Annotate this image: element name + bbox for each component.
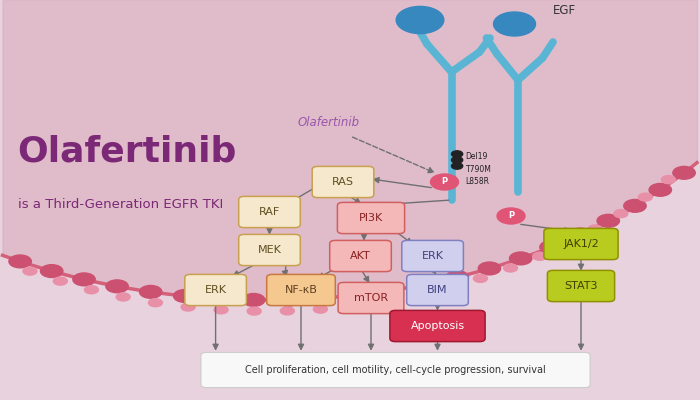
Circle shape: [510, 252, 532, 265]
FancyBboxPatch shape: [407, 274, 468, 306]
Circle shape: [649, 184, 671, 196]
Circle shape: [452, 151, 463, 157]
Circle shape: [452, 157, 463, 163]
Circle shape: [673, 166, 695, 179]
Circle shape: [208, 292, 230, 305]
FancyBboxPatch shape: [402, 240, 463, 272]
Circle shape: [411, 291, 425, 299]
Circle shape: [242, 294, 265, 306]
Circle shape: [148, 299, 162, 307]
FancyBboxPatch shape: [390, 310, 485, 342]
Circle shape: [312, 292, 334, 304]
Circle shape: [380, 284, 402, 297]
Text: RAF: RAF: [259, 207, 280, 217]
Circle shape: [624, 200, 646, 212]
Circle shape: [569, 228, 591, 241]
Circle shape: [41, 265, 63, 278]
Circle shape: [638, 193, 652, 201]
Text: Cell proliferation, cell motility, cell-cycle progression, survival: Cell proliferation, cell motility, cell-…: [245, 365, 546, 375]
Text: RAS: RAS: [332, 177, 354, 187]
FancyBboxPatch shape: [267, 274, 335, 306]
Text: ERK: ERK: [204, 285, 227, 295]
Text: P: P: [508, 212, 514, 220]
Circle shape: [85, 286, 99, 294]
Circle shape: [413, 278, 435, 291]
Text: JAK1/2: JAK1/2: [563, 239, 599, 249]
Circle shape: [662, 176, 676, 184]
Text: Olafertinib: Olafertinib: [298, 116, 360, 129]
Circle shape: [430, 174, 458, 190]
Circle shape: [614, 210, 628, 218]
FancyBboxPatch shape: [337, 202, 405, 234]
Circle shape: [597, 214, 620, 227]
Circle shape: [247, 307, 261, 315]
FancyBboxPatch shape: [201, 352, 590, 388]
Circle shape: [442, 284, 456, 292]
Text: MEK: MEK: [258, 245, 281, 255]
Circle shape: [314, 305, 328, 313]
Circle shape: [396, 6, 444, 34]
Circle shape: [73, 273, 95, 286]
Circle shape: [503, 264, 517, 272]
FancyBboxPatch shape: [239, 234, 300, 266]
Text: mTOR: mTOR: [354, 293, 388, 303]
Circle shape: [478, 262, 500, 275]
Text: Del19
T790M
L858R: Del19 T790M L858R: [466, 152, 491, 186]
FancyBboxPatch shape: [330, 240, 391, 272]
Circle shape: [494, 12, 536, 36]
Circle shape: [533, 252, 547, 260]
Circle shape: [346, 302, 360, 310]
Circle shape: [452, 163, 463, 169]
FancyBboxPatch shape: [338, 282, 404, 314]
Text: AKT: AKT: [350, 251, 371, 261]
Circle shape: [379, 297, 393, 305]
Circle shape: [181, 303, 195, 311]
Circle shape: [280, 307, 294, 315]
Text: NF-κB: NF-κB: [285, 285, 317, 295]
FancyBboxPatch shape: [185, 274, 246, 306]
Circle shape: [106, 280, 128, 293]
Circle shape: [23, 267, 37, 275]
Circle shape: [9, 255, 32, 268]
Text: BIM: BIM: [427, 285, 448, 295]
Text: is a Third-Generation EGFR TKI: is a Third-Generation EGFR TKI: [18, 198, 223, 210]
FancyBboxPatch shape: [239, 196, 300, 228]
Circle shape: [277, 293, 300, 306]
Circle shape: [116, 293, 130, 301]
Circle shape: [214, 306, 228, 314]
Text: ERK: ERK: [421, 251, 444, 261]
Circle shape: [139, 286, 162, 298]
Circle shape: [53, 277, 67, 285]
Circle shape: [540, 241, 562, 254]
Circle shape: [346, 288, 368, 301]
FancyBboxPatch shape: [544, 228, 618, 260]
Text: Apoptosis: Apoptosis: [410, 321, 465, 331]
Text: Olafertinib: Olafertinib: [18, 135, 237, 169]
Circle shape: [561, 239, 575, 247]
Text: EGF: EGF: [553, 4, 576, 17]
Text: P: P: [442, 178, 447, 186]
Text: STAT3: STAT3: [564, 281, 598, 291]
Text: PI3K: PI3K: [359, 213, 383, 223]
Circle shape: [473, 274, 487, 282]
Circle shape: [588, 225, 602, 233]
FancyBboxPatch shape: [547, 270, 615, 302]
Circle shape: [174, 290, 196, 302]
Circle shape: [446, 271, 468, 284]
FancyBboxPatch shape: [312, 166, 374, 198]
Circle shape: [497, 208, 525, 224]
